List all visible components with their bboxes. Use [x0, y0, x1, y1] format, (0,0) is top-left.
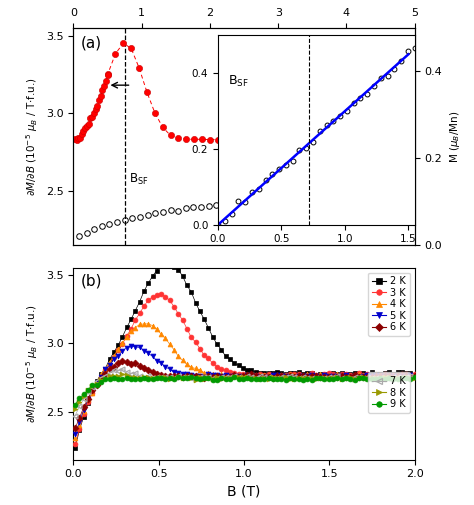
Y-axis label: $\partial M/\partial B$ ($10^{-5}$ $\mu_B$ / T$\cdot$f.u.): $\partial M/\partial B$ ($10^{-5}$ $\mu_…: [25, 77, 40, 196]
Text: B$_{\rm SF}$: B$_{\rm SF}$: [228, 74, 249, 89]
Y-axis label: $\partial M/\partial B$ ($10^{-5}$ $\mu_B$ / T$\cdot$f.u.): $\partial M/\partial B$ ($10^{-5}$ $\mu_…: [25, 304, 40, 423]
Y-axis label: M ($\mu_B$/Mn): M ($\mu_B$/Mn): [448, 110, 462, 163]
Text: (b): (b): [80, 274, 102, 288]
Text: B$_{\rm SF}$: B$_{\rm SF}$: [129, 172, 149, 187]
X-axis label: B (T): B (T): [228, 485, 261, 499]
Text: (a): (a): [80, 36, 101, 51]
Legend: 7 K, 8 K, 9 K: 7 K, 8 K, 9 K: [368, 372, 410, 413]
